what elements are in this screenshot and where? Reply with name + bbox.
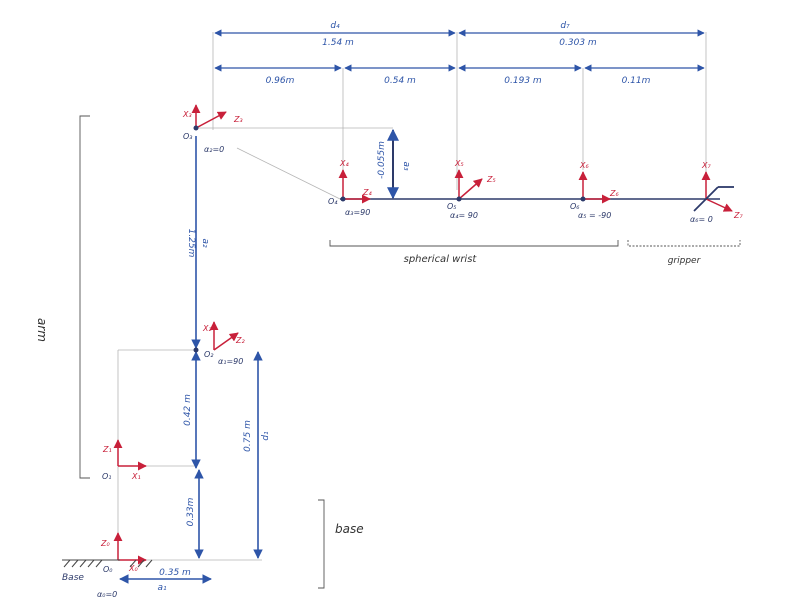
alpha5-label: α₅ = -90 [578,211,611,220]
o6-label: O₆ [570,202,580,211]
x4-label: X₄ [339,159,349,168]
z4-label: Z₄ [362,188,372,197]
z5-label: Z₅ [486,175,496,184]
frame-2: X₂ Z₂ O₂ α₁=90 [202,321,245,366]
a3-value: -0.055m [377,141,387,179]
x5-label: X₅ [454,159,464,168]
ground-hatch [62,559,153,568]
d7-value: 0.303 m [559,38,597,48]
d1-value: 0.75 m [243,420,253,452]
spherical-wrist-label: spherical wrist [404,254,478,265]
alpha2-label: α₂=0 [204,145,224,154]
arm-label: arm [35,318,49,342]
dimension-row-segments: 0.96m 0.54 m 0.193 m 0.11m [214,64,705,86]
dimension-d7: d₇ 0.303 m [458,21,705,48]
bracket-spherical-wrist: spherical wrist [329,240,619,265]
alpha3-label: α₃=90 [345,208,370,217]
base-group-label: base [335,522,364,536]
frame-4: X₄ Z₄ O₄ α₃=90 [328,159,372,217]
frame-7: X₇ Z₇ α₆= 0 [690,161,743,224]
seg2-value: 0.54 m [384,76,416,86]
x2-label: X₂ [202,324,212,333]
guide-lines [117,32,707,561]
z7-label: Z₇ [733,211,743,220]
seg1-value: 0.96m [266,76,295,86]
x3-label: X₃ [182,110,192,119]
o3-label: O₃ [183,132,193,141]
o2-label: O₂ [204,350,214,359]
alpha4-label: α₄= 90 [450,211,478,220]
frame-1: Z₁ X₁ O₁ [102,439,147,481]
x0-label: X₀ [128,564,138,573]
base-height-value: 0.33m [186,497,196,526]
z2-label: Z₂ [235,336,245,345]
z0-label: Z₀ [100,539,110,548]
x6-label: X₆ [579,161,589,170]
z6-label: Z₆ [609,189,619,198]
bracket-arm: arm [35,115,90,479]
o5-label: O₅ [447,202,457,211]
z3-label: Z₃ [233,115,243,124]
link-labels: 1.25m a₂ -0.055m a₃ 0.42 m 0.33m 0.75 m … [157,141,411,593]
seg4-value: 0.11m [622,76,651,86]
o4-label: O₄ [328,197,338,206]
frame-3: X₃ Z₃ O₃ α₂=0 [182,104,243,154]
alpha1-label: α₁=90 [218,357,243,366]
gripper-label: gripper [668,256,702,266]
z1-label: Z₁ [102,445,112,454]
frame-5: X₅ Z₅ O₅ α₄= 90 [447,159,496,220]
alpha0-label: α₀=0 [97,590,117,599]
a2-label: a₂ [200,238,210,248]
d4-value: 1.54 m [322,38,354,48]
dimension-d4: d₄ 1.54 m [214,21,456,48]
alpha6-label: α₆= 0 [690,215,713,224]
a1-value: 0.35 m [159,568,191,578]
o0-label: O₀ [103,565,113,574]
arm-links [119,128,399,584]
seg3-value: 0.193 m [504,76,542,86]
joint-dots [193,125,586,353]
o1-label: O₁ [102,472,112,481]
frame-6: X₆ Z₆ O₆ α₅ = -90 [570,161,619,220]
bracket-base: base [318,499,364,589]
x7-label: X₇ [701,161,711,170]
d1-label: d₁ [261,431,271,441]
lower-arm-value: 0.42 m [183,394,193,426]
a1-label: a₁ [157,583,167,593]
a3-label: a₃ [401,161,411,171]
d4-label: d₄ [330,21,340,31]
bracket-gripper: gripper [627,240,741,266]
base-ground-label: Base [62,573,84,583]
d7-label: d₇ [560,21,570,31]
x1-label: X₁ [131,472,141,481]
frame-0: Z₀ X₀ O₀ α₀=0 [97,532,147,599]
a2-value: 1.25m [186,229,196,258]
